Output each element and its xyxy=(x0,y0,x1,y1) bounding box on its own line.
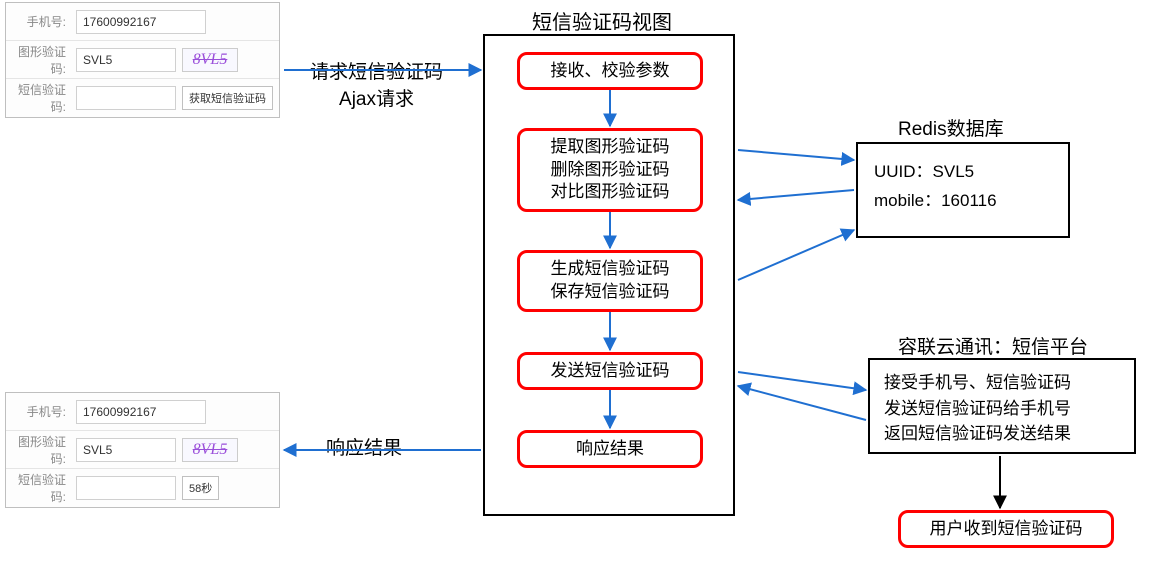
sms-result-text: 用户收到短信验证码 xyxy=(930,518,1083,541)
sms-code-label: 短信验证码: xyxy=(6,81,72,115)
captcha-image[interactable]: 8VL5 xyxy=(182,438,238,462)
redis-box: UUID：SVL5 mobile：160116 xyxy=(856,142,1070,238)
sms-code-input[interactable] xyxy=(76,476,176,500)
step-2-text: 提取图形验证码 删除图形验证码 对比图形验证码 xyxy=(551,136,670,205)
phone-label: 手机号: xyxy=(6,403,72,420)
phone-input[interactable] xyxy=(76,10,206,34)
step-1-text: 接收、校验参数 xyxy=(551,60,670,83)
phone-row: 手机号: xyxy=(6,393,279,431)
sms-code-row: 短信验证码: 58秒 xyxy=(6,469,279,507)
sms-code-row: 短信验证码: 获取短信验证码 xyxy=(6,79,279,117)
step-3-text: 生成短信验证码 保存短信验证码 xyxy=(551,258,670,304)
phone-label: 手机号: xyxy=(6,13,72,30)
request-label: 请求短信验证码 Ajax请求 xyxy=(310,60,443,113)
sms-platform-box: 接受手机号、短信验证码 发送短信验证码给手机号 返回短信验证码发送结果 xyxy=(868,358,1136,454)
sms-countdown: 58秒 xyxy=(182,476,219,500)
redis-title: Redis数据库 xyxy=(898,114,1004,141)
img-code-input[interactable] xyxy=(76,438,176,462)
step-1: 接收、校验参数 xyxy=(517,52,703,90)
form-panel-bottom: 手机号: 图形验证码: 8VL5 短信验证码: 58秒 xyxy=(5,392,280,508)
sms-platform-title: 容联云通讯：短信平台 xyxy=(898,332,1088,359)
response-label: 响应结果 xyxy=(326,436,402,463)
img-code-label: 图形验证码: xyxy=(6,43,72,77)
img-code-row: 图形验证码: 8VL5 xyxy=(6,431,279,469)
phone-input[interactable] xyxy=(76,400,206,424)
form-panel-top: 手机号: 图形验证码: 8VL5 短信验证码: 获取短信验证码 xyxy=(5,2,280,118)
phone-row: 手机号: xyxy=(6,3,279,41)
step-4: 发送短信验证码 xyxy=(517,352,703,390)
step-2: 提取图形验证码 删除图形验证码 对比图形验证码 xyxy=(517,128,703,212)
img-code-label: 图形验证码: xyxy=(6,433,72,467)
captcha-image[interactable]: 8VL5 xyxy=(182,48,238,72)
sms-code-input[interactable] xyxy=(76,86,176,110)
sms-platform-body: 接受手机号、短信验证码 发送短信验证码给手机号 返回短信验证码发送结果 xyxy=(884,370,1120,447)
step-5: 响应结果 xyxy=(517,430,703,468)
center-title: 短信验证码视图 xyxy=(532,6,672,35)
get-sms-button[interactable]: 获取短信验证码 xyxy=(182,86,273,110)
redis-line1: UUID：SVL5 xyxy=(874,158,1052,187)
step-4-text: 发送短信验证码 xyxy=(551,360,670,383)
step-3: 生成短信验证码 保存短信验证码 xyxy=(517,250,703,312)
redis-line2: mobile：160116 xyxy=(874,187,1052,216)
sms-result-box: 用户收到短信验证码 xyxy=(898,510,1114,548)
sms-code-label: 短信验证码: xyxy=(6,471,72,505)
step-5-text: 响应结果 xyxy=(576,438,644,461)
img-code-input[interactable] xyxy=(76,48,176,72)
img-code-row: 图形验证码: 8VL5 xyxy=(6,41,279,79)
